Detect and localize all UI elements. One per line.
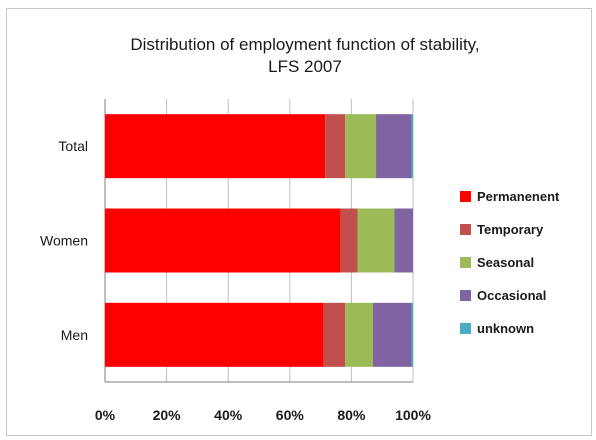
plot-area: 0% 20% 40% 60% 80% 100% Total Women Men xyxy=(40,99,431,423)
bar-total-unknown xyxy=(411,114,413,179)
bar-women-permanenent xyxy=(105,208,341,273)
bar-total-occasional xyxy=(376,114,412,179)
x-tick-label: 20% xyxy=(153,407,182,423)
bar-women-seasonal xyxy=(357,208,395,273)
bar-men-seasonal xyxy=(345,302,373,367)
legend-label: unknown xyxy=(477,321,534,336)
bar-women-occasional xyxy=(394,208,413,273)
legend-swatch-temporary xyxy=(460,224,471,235)
legend-swatch-occasional xyxy=(460,290,471,301)
x-tick-label: 60% xyxy=(276,407,305,423)
y-tick-label: Total xyxy=(58,138,88,154)
bar-men-temporary xyxy=(323,302,346,367)
bar-men-unknown xyxy=(411,302,413,367)
bar-total-permanenent xyxy=(105,114,326,179)
bar-men-occasional xyxy=(372,302,412,367)
x-tick-label: 40% xyxy=(214,407,243,423)
legend-swatch-unknown xyxy=(460,323,471,334)
y-tick-label: Women xyxy=(40,233,88,249)
bar-men-permanenent xyxy=(105,302,324,367)
chart-title-line-2: LFS 2007 xyxy=(268,57,342,76)
legend-label: Temporary xyxy=(477,222,544,237)
legend-swatch-permanenent xyxy=(460,191,471,202)
legend: Permanenent Temporary Seasonal Occasional un… xyxy=(460,189,560,336)
bar-total-seasonal xyxy=(345,114,377,179)
legend-swatch-seasonal xyxy=(460,257,471,268)
x-tick-label: 100% xyxy=(395,407,431,423)
legend-label: Seasonal xyxy=(477,255,534,270)
bar-total-temporary xyxy=(325,114,346,179)
x-tick-label: 0% xyxy=(95,407,116,423)
bar-women-temporary xyxy=(340,208,358,273)
y-tick-label: Men xyxy=(61,327,88,343)
legend-label: Occasional xyxy=(477,288,546,303)
chart-title-line-1: Distribution of employment function of s… xyxy=(130,35,479,54)
x-tick-label: 80% xyxy=(337,407,366,423)
legend-label: Permanenent xyxy=(477,189,560,204)
